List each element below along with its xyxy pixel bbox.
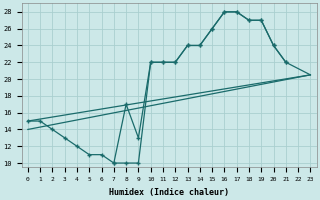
X-axis label: Humidex (Indice chaleur): Humidex (Indice chaleur): [109, 188, 229, 197]
